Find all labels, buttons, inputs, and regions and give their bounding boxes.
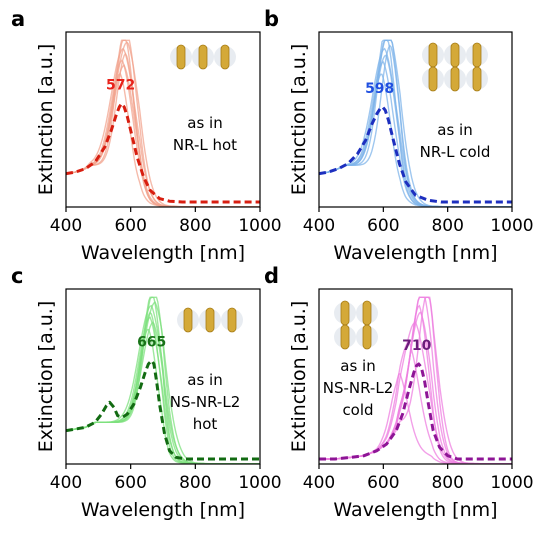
sample-annotation: NR-L cold [420, 143, 491, 161]
panel-letter: c [11, 264, 23, 288]
sample-annotation: NR-L hot [173, 136, 237, 154]
x-tick-label: 600 [114, 473, 146, 493]
panel-a: 400 600 800 1000 Wavelength [nm] Extinction [… [11, 7, 282, 264]
mean-spectrum [319, 362, 512, 461]
nanorod-icon [227, 307, 237, 333]
panel-letter: a [11, 7, 25, 31]
x-axis-label: Wavelength [nm] [333, 242, 497, 264]
mean-spectrum [319, 105, 512, 204]
peak-wavelength-label: 598 [365, 81, 394, 97]
nanorod-icon [183, 307, 193, 333]
sample-annotation: NS-NR-L2 [323, 379, 394, 397]
nanorod-icon [450, 66, 460, 92]
panel-letter: d [264, 264, 279, 288]
x-tick-label: 800 [431, 473, 463, 493]
nanorod-illustration [177, 307, 243, 333]
nanorod-icon [205, 307, 215, 333]
plot-frame [65, 288, 261, 465]
nanorod-icon [340, 324, 350, 350]
peak-wavelength-label: 572 [106, 78, 135, 94]
single-particle-spectrum [66, 59, 260, 207]
x-tick-label: 400 [50, 473, 82, 493]
x-tick-label: 1000 [490, 473, 533, 493]
single-particle-spectrum [319, 44, 512, 207]
nanorod-icon [472, 66, 482, 92]
peak-wavelength-label: 665 [137, 335, 166, 351]
sample-annotation: NS-NR-L2 [170, 393, 241, 411]
nanorod-icon [428, 42, 438, 68]
peak-wavelength-label: 710 [402, 338, 431, 354]
x-tick-label: 800 [179, 473, 211, 493]
single-particle-spectrum [66, 41, 260, 207]
nanorod-icon [198, 44, 208, 70]
x-axis-label: Wavelength [nm] [81, 499, 245, 521]
nanorod-icon [340, 300, 350, 326]
x-tick-label: 400 [50, 216, 82, 236]
single-particle-spectrum [319, 39, 512, 207]
nanorod-icon [176, 44, 186, 70]
x-tick-label: 400 [303, 216, 335, 236]
single-particle-spectrum [319, 54, 512, 207]
single-particle-spectrum [319, 39, 512, 207]
nanorod-illustration [422, 42, 488, 92]
panel-b: 400 600 800 1000 Wavelength [nm] Extinction [… [264, 7, 534, 264]
single-particle-spectrum [66, 52, 260, 207]
panel-letter: b [264, 7, 279, 31]
panel-c: 400 600 800 1000 Wavelength [nm] Extinction [… [11, 264, 282, 521]
nanorod-icon [428, 66, 438, 92]
plot-frame [318, 288, 513, 465]
x-axis-label: Wavelength [nm] [81, 242, 245, 264]
mean-spectrum [66, 102, 260, 204]
nanorod-icon [220, 44, 230, 70]
sample-annotation: as in [187, 114, 222, 132]
sample-annotation: as in [187, 371, 222, 389]
nanorod-icon [450, 42, 460, 68]
y-axis-label: Extinction [a.u.] [35, 301, 57, 453]
nanorod-icon [362, 324, 372, 350]
single-particle-spectrum [66, 64, 260, 207]
plot-frame [65, 31, 261, 208]
x-axis-label: Wavelength [nm] [333, 499, 497, 521]
sample-annotation: as in [437, 121, 472, 139]
nanorod-icon [472, 42, 482, 68]
sample-annotation: cold [342, 401, 373, 419]
x-tick-label: 800 [179, 216, 211, 236]
x-tick-label: 800 [431, 216, 463, 236]
nanorod-illustration [334, 300, 378, 350]
sample-annotation: hot [193, 415, 218, 433]
x-tick-label: 1000 [238, 473, 281, 493]
single-particle-spectrum [319, 73, 512, 207]
nanorod-icon [362, 300, 372, 326]
single-particle-spectrum [66, 47, 260, 207]
plot-frame [318, 31, 513, 208]
panel-d: 400 600 800 1000 Wavelength [nm] Extinction [… [264, 264, 534, 521]
x-tick-label: 600 [367, 216, 399, 236]
x-tick-label: 400 [303, 473, 335, 493]
x-tick-label: 1000 [238, 216, 281, 236]
single-particle-spectrum [319, 39, 512, 207]
y-axis-label: Extinction [a.u.] [35, 44, 57, 196]
x-tick-label: 600 [367, 473, 399, 493]
x-tick-label: 1000 [490, 216, 533, 236]
nanorod-illustration [170, 44, 236, 70]
y-axis-label: Extinction [a.u.] [288, 44, 310, 196]
y-axis-label: Extinction [a.u.] [288, 301, 310, 453]
sample-annotation: as in [340, 357, 375, 375]
x-tick-label: 600 [114, 216, 146, 236]
